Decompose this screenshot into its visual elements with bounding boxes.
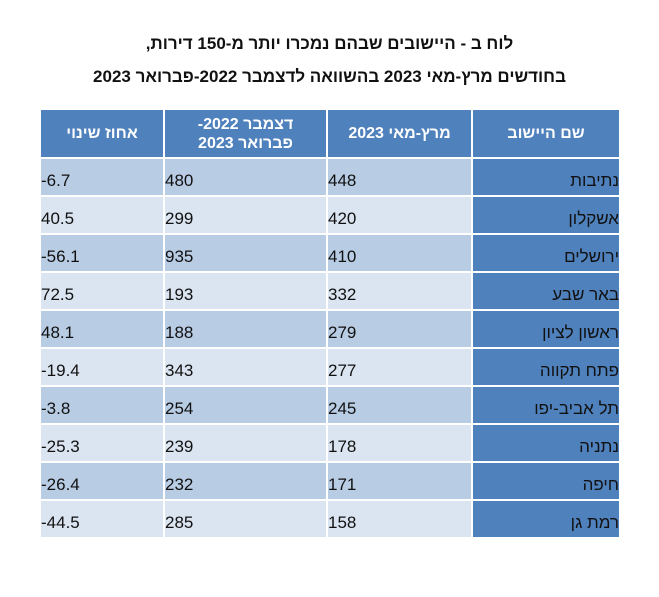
cell-mar-may: 420: [326, 195, 473, 235]
table-row: אשקלון 420 299 40.5: [39, 195, 621, 235]
table-row: נתיבות 448 480 -6.7: [39, 157, 621, 197]
header-dec-feb-line1: דצמבר 2022-: [197, 115, 294, 133]
cell-change: 48.1: [39, 309, 165, 349]
cell-dec-feb: 232: [163, 461, 328, 501]
table-row: פתח תקווה 277 343 -19.4: [39, 347, 621, 387]
caption-line-1: לוח ב - היישובים שבהם נמכרו יותר מ-150 ד…: [145, 34, 514, 53]
cell-change: -56.1: [39, 233, 165, 273]
cell-town: תל אביב-יפו: [471, 385, 621, 425]
table-row: חיפה 171 232 -26.4: [39, 461, 621, 501]
cell-change: 40.5: [39, 195, 165, 235]
table-row: ראשון לציון 279 188 48.1: [39, 309, 621, 349]
cell-mar-may: 171: [326, 461, 473, 501]
cell-dec-feb: 254: [163, 385, 328, 425]
cell-town: נתיבות: [471, 157, 621, 197]
table-row: תל אביב-יפו 245 254 -3.8: [39, 385, 621, 425]
table-row: נתניה 178 239 -25.3: [39, 423, 621, 463]
cell-change: -25.3: [39, 423, 165, 463]
table-row: רמת גן 158 285 -44.5: [39, 499, 621, 539]
cell-town: נתניה: [471, 423, 621, 463]
cell-dec-feb: 239: [163, 423, 328, 463]
cell-change: -6.7: [39, 157, 165, 197]
table-row: באר שבע 332 193 72.5: [39, 271, 621, 311]
sales-table: שם היישוב מרץ-מאי 2023 דצמבר 2022- פברוא…: [39, 108, 621, 539]
header-row: שם היישוב מרץ-מאי 2023 דצמבר 2022- פברוא…: [39, 108, 621, 159]
cell-town: חיפה: [471, 461, 621, 501]
header-town: שם היישוב: [471, 108, 621, 159]
cell-town: באר שבע: [471, 271, 621, 311]
cell-mar-may: 332: [326, 271, 473, 311]
cell-mar-may: 158: [326, 499, 473, 539]
cell-change: -19.4: [39, 347, 165, 387]
cell-town: ראשון לציון: [471, 309, 621, 349]
cell-change: -3.8: [39, 385, 165, 425]
cell-town: פתח תקווה: [471, 347, 621, 387]
cell-dec-feb: 193: [163, 271, 328, 311]
cell-town: רמת גן: [471, 499, 621, 539]
cell-dec-feb: 188: [163, 309, 328, 349]
header-dec-feb-line2: פברואר 2023: [198, 134, 293, 152]
cell-change: -26.4: [39, 461, 165, 501]
cell-mar-may: 245: [326, 385, 473, 425]
cell-town: ירושלים: [471, 233, 621, 273]
table-row: ירושלים 410 935 -56.1: [39, 233, 621, 273]
cell-dec-feb: 480: [163, 157, 328, 197]
cell-change: 72.5: [39, 271, 165, 311]
header-dec-feb: דצמבר 2022- פברואר 2023: [163, 108, 328, 159]
caption-line-2: בחודשים מרץ-מאי 2023 בהשוואה לדצמבר 2022…: [93, 67, 566, 86]
table-caption: לוח ב - היישובים שבהם נמכרו יותר מ-150 ד…: [0, 34, 659, 87]
cell-dec-feb: 935: [163, 233, 328, 273]
cell-town: אשקלון: [471, 195, 621, 235]
cell-change: -44.5: [39, 499, 165, 539]
cell-dec-feb: 343: [163, 347, 328, 387]
cell-dec-feb: 285: [163, 499, 328, 539]
header-change: אחוז שינוי: [39, 108, 165, 159]
cell-mar-may: 448: [326, 157, 473, 197]
cell-mar-may: 178: [326, 423, 473, 463]
cell-dec-feb: 299: [163, 195, 328, 235]
header-mar-may: מרץ-מאי 2023: [326, 108, 473, 159]
cell-mar-may: 279: [326, 309, 473, 349]
cell-mar-may: 277: [326, 347, 473, 387]
cell-mar-may: 410: [326, 233, 473, 273]
